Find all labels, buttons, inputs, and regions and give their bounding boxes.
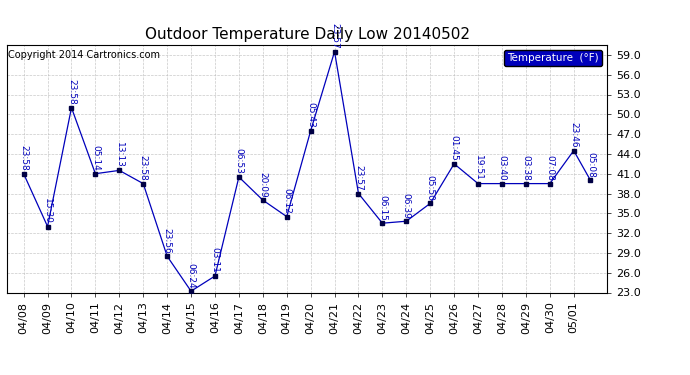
Text: 06:15: 06:15 xyxy=(378,195,387,220)
Text: 23:46: 23:46 xyxy=(569,122,578,148)
Text: 01:45: 01:45 xyxy=(450,135,459,161)
Text: 20:09: 20:09 xyxy=(258,172,267,197)
Text: 23:57: 23:57 xyxy=(354,165,363,191)
Text: 05:14: 05:14 xyxy=(91,145,100,171)
Text: 03:40: 03:40 xyxy=(497,155,506,181)
Text: 06:12: 06:12 xyxy=(282,188,291,214)
Text: 05:08: 05:08 xyxy=(586,152,595,177)
Text: Copyright 2014 Cartronics.com: Copyright 2014 Cartronics.com xyxy=(8,50,160,60)
Title: Outdoor Temperature Daily Low 20140502: Outdoor Temperature Daily Low 20140502 xyxy=(144,27,470,42)
Text: 06:53: 06:53 xyxy=(235,148,244,174)
Text: 13:13: 13:13 xyxy=(115,142,124,168)
Text: 23:56: 23:56 xyxy=(163,228,172,254)
Text: 06:39: 06:39 xyxy=(402,193,411,219)
Text: 03:38: 03:38 xyxy=(522,155,531,181)
Text: 19:51: 19:51 xyxy=(473,155,482,181)
Text: 05:43: 05:43 xyxy=(306,102,315,128)
Text: 07:08: 07:08 xyxy=(545,155,554,181)
Text: 15:30: 15:30 xyxy=(43,198,52,224)
Text: 05:50: 05:50 xyxy=(426,175,435,201)
Text: 23:58: 23:58 xyxy=(139,155,148,181)
Text: 03:11: 03:11 xyxy=(210,248,219,273)
Text: 23:58: 23:58 xyxy=(67,79,76,105)
Legend: Temperature  (°F): Temperature (°F) xyxy=(504,50,602,66)
Text: 06:24: 06:24 xyxy=(186,263,195,288)
Text: 23:58: 23:58 xyxy=(19,145,28,171)
Text: 23:57: 23:57 xyxy=(330,23,339,49)
